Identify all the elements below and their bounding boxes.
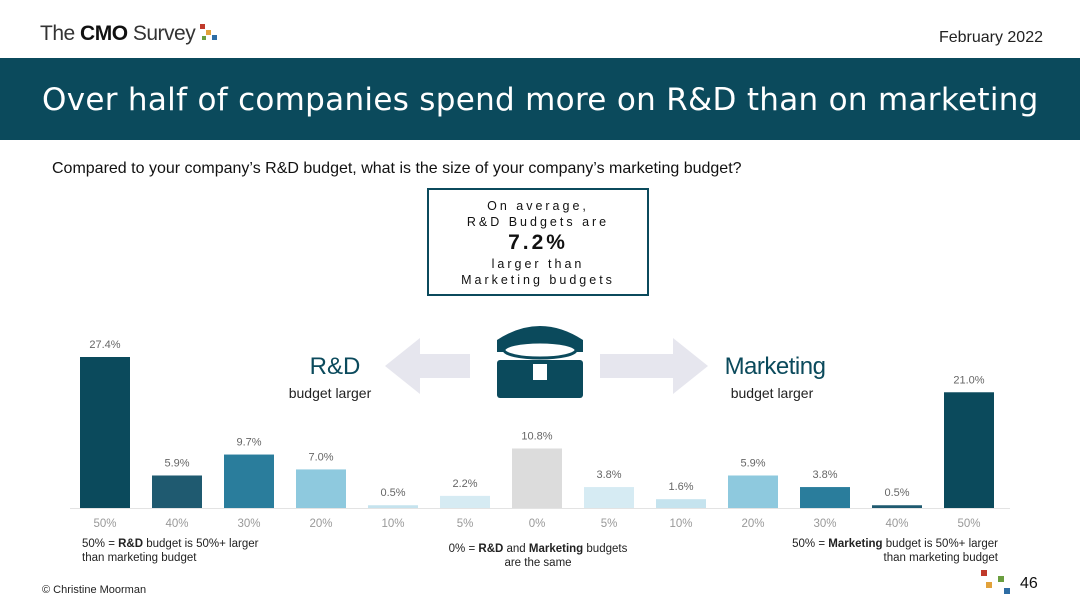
note-text: 0% = bbox=[448, 543, 479, 555]
note-text: R&D bbox=[118, 538, 144, 550]
note-text: budget is 50%+ larger than marketing bud… bbox=[882, 538, 998, 564]
bar bbox=[224, 454, 274, 508]
note-text: budget is 50%+ larger than marketing bud… bbox=[82, 538, 259, 564]
bar bbox=[656, 499, 706, 508]
logo-text: CMO bbox=[80, 22, 128, 45]
value-label: 2.2% bbox=[452, 478, 477, 490]
x-tick-label: 50% bbox=[957, 518, 980, 530]
x-tick-label: 20% bbox=[741, 518, 764, 530]
x-tick-label: 50% bbox=[93, 518, 116, 530]
bar bbox=[800, 487, 850, 508]
value-label: 3.8% bbox=[596, 469, 621, 481]
bar bbox=[440, 495, 490, 508]
note-text: and bbox=[503, 543, 529, 555]
bar bbox=[944, 392, 994, 508]
bar bbox=[584, 487, 634, 508]
x-tick-label: 5% bbox=[457, 518, 474, 530]
logo: The CMO Survey bbox=[40, 22, 196, 46]
arrow-left bbox=[385, 338, 470, 394]
note-text: 50% = bbox=[82, 538, 119, 550]
note-text: Marketing bbox=[828, 538, 883, 550]
x-tick-label: 20% bbox=[309, 518, 332, 530]
date: February 2022 bbox=[938, 29, 1043, 46]
value-label: 27.4% bbox=[89, 339, 120, 351]
x-tick-label: 0% bbox=[529, 518, 546, 530]
bar bbox=[728, 475, 778, 508]
value-label: 21.0% bbox=[953, 374, 984, 386]
arrow-right bbox=[600, 338, 708, 394]
chest-icon bbox=[497, 326, 583, 398]
callout-box: On average, R&D Budgets are 7.2% larger … bbox=[427, 188, 649, 296]
credit: © Christine Moorman bbox=[42, 584, 147, 596]
callout-value: 7.2% bbox=[508, 231, 568, 254]
note-center: 0% = R&D and Marketing budgets are the s… bbox=[440, 542, 636, 570]
value-label: 5.9% bbox=[164, 457, 189, 469]
title-band bbox=[0, 58, 1080, 140]
value-label: 3.8% bbox=[812, 469, 837, 481]
value-label: 5.9% bbox=[740, 457, 765, 469]
callout-line: larger than bbox=[491, 257, 585, 271]
value-label: 9.7% bbox=[236, 437, 261, 449]
x-tick-label: 5% bbox=[601, 518, 618, 530]
logo-text: The bbox=[40, 22, 81, 45]
page-number: 46 bbox=[1020, 575, 1038, 592]
bar bbox=[872, 505, 922, 508]
note-text: budgets are the same bbox=[504, 543, 628, 569]
bar bbox=[296, 469, 346, 508]
right-label-subtitle: budget larger bbox=[731, 385, 814, 401]
x-tick-label: 30% bbox=[237, 518, 260, 530]
bar bbox=[152, 475, 202, 508]
value-label: 0.5% bbox=[380, 487, 405, 499]
bar bbox=[512, 448, 562, 508]
callout-line: R&D Budgets are bbox=[466, 215, 610, 229]
x-tick-label: 10% bbox=[669, 518, 692, 530]
value-label: 0.5% bbox=[884, 487, 909, 499]
note-text: 50% = bbox=[792, 538, 829, 550]
note-text: Marketing bbox=[528, 543, 584, 555]
left-label-title: R&D bbox=[310, 353, 361, 380]
footer-squares bbox=[981, 570, 1010, 594]
callout-line: Marketing budgets bbox=[461, 273, 615, 287]
callout-line: On average, bbox=[487, 199, 589, 213]
question: Compared to your company’s R&D budget, w… bbox=[52, 160, 742, 177]
left-label-subtitle: budget larger bbox=[289, 385, 372, 401]
bar bbox=[80, 357, 130, 508]
x-tick-label: 40% bbox=[165, 518, 188, 530]
title: Over half of companies spend more on R&D… bbox=[42, 82, 1039, 118]
value-label: 1.6% bbox=[668, 481, 693, 493]
value-label: 10.8% bbox=[521, 430, 552, 442]
note-left: 50% = R&D budget is 50%+ larger than mar… bbox=[82, 537, 282, 565]
logo-squares bbox=[200, 24, 217, 40]
x-tick-label: 10% bbox=[381, 518, 404, 530]
bar bbox=[368, 505, 418, 508]
note-right: 50% = Marketing budget is 50%+ larger th… bbox=[780, 537, 998, 565]
right-label-title: Marketing bbox=[725, 353, 826, 380]
value-label: 7.0% bbox=[308, 451, 333, 463]
x-tick-label: 40% bbox=[885, 518, 908, 530]
note-text: R&D bbox=[478, 543, 504, 555]
x-tick-label: 30% bbox=[813, 518, 836, 530]
logo-text: Survey bbox=[127, 22, 196, 45]
